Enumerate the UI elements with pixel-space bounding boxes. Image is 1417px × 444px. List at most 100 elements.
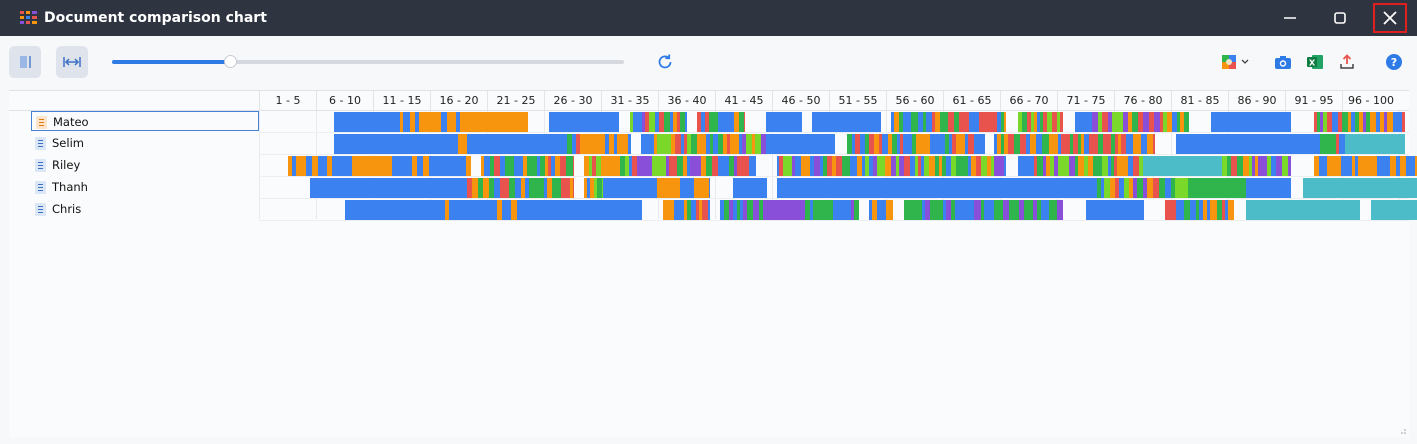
- match-segment[interactable]: [630, 112, 633, 132]
- match-segment[interactable]: [1047, 112, 1052, 132]
- match-segment[interactable]: [1114, 156, 1117, 176]
- match-segment[interactable]: [1314, 112, 1317, 132]
- match-segment[interactable]: [709, 178, 710, 198]
- match-segment[interactable]: [1103, 134, 1108, 154]
- match-segment[interactable]: [1327, 112, 1332, 132]
- match-segment[interactable]: [1043, 112, 1047, 132]
- match-segment[interactable]: [865, 134, 869, 154]
- match-segment[interactable]: [750, 200, 753, 220]
- match-segment[interactable]: [677, 156, 683, 176]
- match-segment[interactable]: [1317, 112, 1320, 132]
- match-segment[interactable]: [545, 156, 548, 176]
- match-segment[interactable]: [399, 156, 402, 176]
- match-segment[interactable]: [1095, 134, 1098, 154]
- match-segment[interactable]: [742, 134, 746, 154]
- match-segment[interactable]: [979, 112, 985, 132]
- match-segment[interactable]: [1088, 156, 1093, 176]
- match-segment[interactable]: [854, 200, 859, 220]
- match-segment[interactable]: [511, 200, 514, 220]
- match-segment[interactable]: [702, 134, 706, 154]
- match-segment[interactable]: [877, 156, 881, 176]
- match-segment[interactable]: [1346, 156, 1352, 176]
- match-segment[interactable]: [755, 134, 761, 154]
- match-segment[interactable]: [706, 156, 712, 176]
- match-segment[interactable]: [561, 178, 567, 198]
- match-segment[interactable]: [310, 178, 467, 198]
- column-header-cell[interactable]: 96 - 100: [1342, 91, 1399, 110]
- match-segment[interactable]: [673, 112, 677, 132]
- match-segment[interactable]: [779, 156, 783, 176]
- match-segment[interactable]: [1400, 156, 1406, 176]
- match-segment[interactable]: [505, 156, 508, 176]
- match-segment[interactable]: [344, 156, 349, 176]
- match-segment[interactable]: [850, 156, 853, 176]
- match-segment[interactable]: [706, 178, 709, 198]
- column-header-cell[interactable]: 51 - 55: [829, 91, 886, 110]
- match-segment[interactable]: [1128, 112, 1132, 132]
- match-segment[interactable]: [642, 112, 645, 132]
- match-segment[interactable]: [1024, 200, 1030, 220]
- match-segment[interactable]: [954, 112, 959, 132]
- match-segment[interactable]: [1363, 112, 1366, 132]
- match-segment[interactable]: [597, 178, 602, 198]
- match-segment[interactable]: [945, 134, 949, 154]
- match-segment[interactable]: [552, 178, 557, 198]
- match-segment[interactable]: [432, 200, 438, 220]
- match-segment[interactable]: [997, 134, 1001, 154]
- match-segment[interactable]: [1288, 156, 1291, 176]
- match-segment[interactable]: [1108, 134, 1111, 154]
- match-segment[interactable]: [472, 178, 478, 198]
- match-segment[interactable]: [609, 134, 614, 154]
- match-segment[interactable]: [827, 200, 830, 220]
- minimize-button[interactable]: [1273, 3, 1307, 33]
- zoom-slider[interactable]: [112, 55, 624, 68]
- match-segment[interactable]: [1190, 200, 1196, 220]
- match-segment[interactable]: [802, 200, 805, 220]
- match-segment[interactable]: [753, 200, 759, 220]
- match-segment[interactable]: [1018, 112, 1022, 132]
- match-segment[interactable]: [976, 112, 979, 132]
- match-segment[interactable]: [322, 156, 327, 176]
- match-segment[interactable]: [909, 134, 912, 154]
- match-segment[interactable]: [423, 156, 426, 176]
- match-segment[interactable]: [349, 156, 352, 176]
- match-segment[interactable]: [419, 112, 424, 132]
- match-segment[interactable]: [1037, 112, 1040, 132]
- match-segment[interactable]: [1118, 134, 1121, 154]
- match-segment[interactable]: [483, 178, 489, 198]
- match-segment[interactable]: [924, 156, 929, 176]
- match-segment[interactable]: [515, 178, 521, 198]
- match-segment[interactable]: [490, 156, 494, 176]
- match-segment[interactable]: [687, 200, 691, 220]
- match-segment[interactable]: [767, 200, 797, 220]
- match-segment[interactable]: [710, 134, 713, 154]
- match-segment[interactable]: [1322, 156, 1327, 176]
- match-segment[interactable]: [1027, 112, 1031, 132]
- match-segment[interactable]: [1387, 112, 1393, 132]
- match-segment[interactable]: [1001, 112, 1004, 132]
- match-segment[interactable]: [464, 134, 467, 154]
- match-segment[interactable]: [1227, 156, 1231, 176]
- match-segment[interactable]: [921, 156, 924, 176]
- match-segment[interactable]: [974, 200, 978, 220]
- match-segment[interactable]: [851, 200, 854, 220]
- match-segment[interactable]: [1258, 156, 1261, 176]
- match-segment[interactable]: [412, 156, 417, 176]
- match-segment[interactable]: [747, 200, 750, 220]
- column-header-cell[interactable]: 66 - 70: [1000, 91, 1057, 110]
- match-segment[interactable]: [1031, 112, 1034, 132]
- match-segment[interactable]: [916, 134, 920, 154]
- match-segment[interactable]: [729, 156, 734, 176]
- match-segment[interactable]: [946, 156, 951, 176]
- match-segment[interactable]: [664, 112, 670, 132]
- match-segment[interactable]: [1133, 134, 1136, 154]
- column-header-cell[interactable]: 41 - 45: [715, 91, 772, 110]
- match-segment[interactable]: [1102, 112, 1108, 132]
- match-segment[interactable]: [1172, 112, 1177, 132]
- match-segment[interactable]: [503, 178, 509, 198]
- match-segment[interactable]: [1063, 156, 1069, 176]
- match-segment[interactable]: [502, 200, 508, 220]
- match-segment[interactable]: [1092, 112, 1098, 132]
- match-segment[interactable]: [652, 178, 657, 198]
- match-segment[interactable]: [1196, 200, 1199, 220]
